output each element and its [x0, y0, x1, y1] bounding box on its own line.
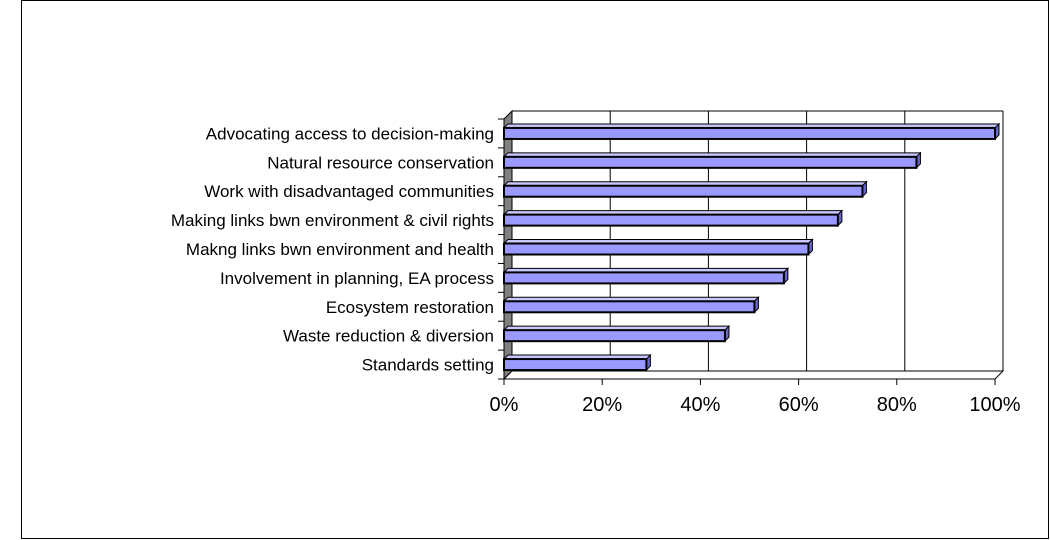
category-label: Involvement in planning, EA process	[220, 269, 494, 288]
bar	[502, 238, 814, 256]
category-label: Advocating access to decision-making	[206, 124, 494, 143]
x-tick-label: 0%	[490, 394, 519, 416]
bar	[502, 267, 790, 285]
bar-front-face	[503, 242, 810, 256]
bar	[502, 353, 652, 372]
category-label: Natural resource conservation	[267, 153, 494, 172]
bar	[502, 151, 922, 170]
bar-front-face	[503, 300, 756, 314]
bar	[502, 296, 760, 314]
bar-front-face	[503, 184, 864, 198]
floor	[502, 370, 1005, 380]
chart-frame: Advocating access to decision-making Natu…	[21, 0, 1049, 539]
x-tick-label: 80%	[877, 394, 917, 416]
x-tick-label: 40%	[680, 394, 720, 416]
category-label: Standards setting	[362, 356, 494, 375]
bar	[502, 324, 731, 343]
bar-front-face	[503, 213, 839, 227]
bar	[502, 209, 844, 227]
category-label: Waste reduction & diversion	[283, 327, 494, 346]
bar	[502, 122, 1001, 141]
category-label: Work with disadvantaged communities	[204, 182, 494, 201]
bars	[502, 122, 1001, 372]
bar	[502, 180, 868, 198]
category-label: Making links bwn environment & civil rig…	[171, 211, 494, 230]
category-label: Ecosystem restoration	[326, 298, 494, 317]
category-labels: Advocating access to decision-making Natu…	[171, 124, 494, 374]
x-tick-label: 20%	[582, 394, 622, 416]
x-tick-label: 60%	[779, 394, 819, 416]
bar-front-face	[503, 358, 648, 372]
bar-front-face	[503, 155, 918, 169]
bar-front-face	[503, 271, 785, 285]
category-label: Makng links bwn environment and health	[186, 240, 494, 259]
tick-labels: 0% 20% 40% 60% 80% 100%	[490, 394, 1021, 416]
bar-front-face	[503, 126, 996, 140]
bar-chart: Advocating access to decision-making Natu…	[171, 109, 1021, 416]
x-tick-label: 100%	[969, 394, 1020, 416]
bar-front-face	[503, 329, 726, 343]
